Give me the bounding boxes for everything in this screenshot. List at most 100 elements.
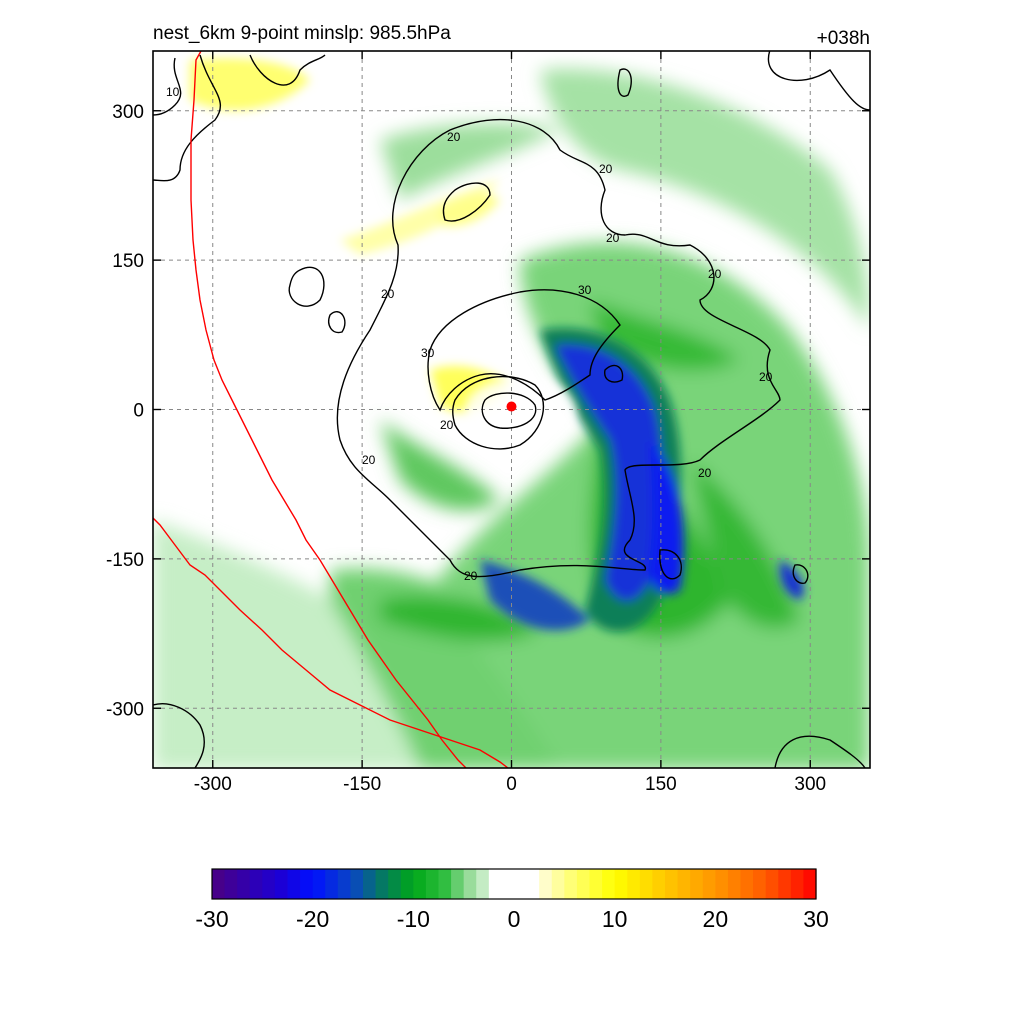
colorbar-swatch [753, 869, 767, 899]
contour-label: 10 [166, 85, 180, 99]
x-tick-label: -300 [194, 774, 232, 795]
colorbar-swatch [576, 869, 591, 899]
y-tick-label: 300 [112, 102, 144, 123]
contour-20-south [659, 549, 682, 580]
contour-20-bl [153, 703, 205, 768]
colorbar-swatch [526, 869, 540, 899]
colorbar-swatch [337, 869, 352, 899]
x-tick-label: -150 [343, 774, 381, 795]
colorbar-tick-label: 10 [602, 906, 628, 932]
contour-label: 20 [599, 162, 613, 176]
colorbar-swatch [488, 869, 503, 899]
y-tick-label: -150 [106, 550, 144, 571]
colorbar-swatch [413, 869, 427, 899]
x-tick-label: 150 [645, 774, 677, 795]
contour-20-small-left2 [328, 311, 346, 334]
colorbar-swatch [237, 869, 251, 899]
chart-title-right: +038h [817, 28, 870, 49]
contour-label: 20 [381, 287, 395, 301]
colorbar-swatch [639, 869, 654, 899]
boundary-lines [153, 51, 509, 768]
contour-lines [153, 51, 870, 768]
contour-label: 20 [362, 453, 376, 467]
colorbar-swatch [702, 869, 716, 899]
colorbar-tick-label: 0 [508, 906, 521, 932]
colorbar-swatch [652, 869, 666, 899]
contour-20-small-left [288, 266, 325, 307]
colorbar-swatch [463, 869, 477, 899]
colorbar-swatch [476, 869, 490, 899]
colorbar-tick-label: 20 [703, 906, 729, 932]
colorbar-swatch [727, 869, 742, 899]
colorbar-swatch [438, 869, 452, 899]
contour-labels: 10 20 20 20 20 20 20 20 20 20 20 30 30 [166, 85, 773, 583]
colorbar-swatch [665, 869, 679, 899]
colorbar-swatch [363, 869, 377, 899]
contour-label: 20 [759, 370, 773, 384]
colorbar-swatch [287, 869, 301, 899]
x-axis: -300 -150 0 150 300 [194, 51, 826, 795]
colorbar-swatch [677, 869, 691, 899]
heatmap-field [153, 51, 870, 768]
colorbar-swatch [564, 869, 578, 899]
x-tick-label: 300 [794, 774, 826, 795]
colorbar-swatch [388, 869, 402, 899]
storm-center-marker [506, 401, 517, 412]
colorbar-swatch [325, 869, 339, 899]
colorbar-swatch [765, 869, 779, 899]
colorbar-swatch [312, 869, 326, 899]
colorbar-swatch [300, 869, 314, 899]
contour-20-br [774, 735, 866, 768]
colorbar-swatch [690, 869, 704, 899]
colorbar-swatch [274, 869, 289, 899]
colorbar-swatch [501, 869, 515, 899]
colorbar-tick-label: -10 [397, 906, 430, 932]
colorbar-swatch [539, 869, 553, 899]
colorbar-frame [211, 868, 817, 900]
contour-label: 20 [698, 466, 712, 480]
colorbar-swatch [375, 869, 389, 899]
contour-label: 20 [440, 418, 454, 432]
colorbar-tick-label: -30 [195, 906, 228, 932]
colorbar-swatch [212, 869, 226, 899]
contour-eye-inner [481, 392, 537, 429]
colorbar-tick-labels: -30 -20 -10 0 10 20 30 [195, 906, 828, 932]
colorbar-swatch [514, 869, 528, 899]
boundary-line-a [190, 51, 467, 768]
contour-20-east [604, 364, 624, 383]
contour-20-hole [442, 182, 491, 222]
colorbar-swatch [627, 869, 641, 899]
colorbar-swatch [740, 869, 754, 899]
colorbar-swatch [614, 869, 628, 899]
contour-30 [427, 289, 621, 412]
contour-10-left [153, 54, 221, 182]
contour-20-main [336, 118, 781, 578]
colorbar-swatch [224, 869, 238, 899]
contour-20-upper [767, 51, 870, 111]
contour-label: 30 [421, 346, 435, 360]
contour-label: 20 [606, 231, 620, 245]
colorbar [211, 868, 817, 900]
contour-label: 20 [464, 569, 478, 583]
contour-10-top2 [249, 54, 326, 86]
colorbar-swatch [350, 869, 364, 899]
y-axis: 300 150 0 -150 -300 [106, 102, 870, 720]
colorbar-swatch [778, 869, 792, 899]
colorbar-swatch [551, 869, 565, 899]
colorbar-swatch [589, 869, 603, 899]
contour-label: 20 [708, 267, 722, 281]
contour-10-top [153, 57, 182, 116]
colorbar-swatch [425, 869, 440, 899]
colorbar-tick-label: -20 [296, 906, 329, 932]
y-tick-label: 150 [112, 251, 144, 272]
contour-label: 30 [578, 283, 592, 297]
colorbar-swatch [249, 869, 263, 899]
x-tick-label: 0 [506, 774, 517, 795]
colorbar-swatch [715, 869, 729, 899]
boundary-line-b [153, 517, 509, 768]
y-tick-label: -300 [106, 699, 144, 720]
contour-eye-outer [452, 375, 545, 450]
colorbar-swatch [602, 869, 616, 899]
contour-label: 20 [447, 130, 461, 144]
